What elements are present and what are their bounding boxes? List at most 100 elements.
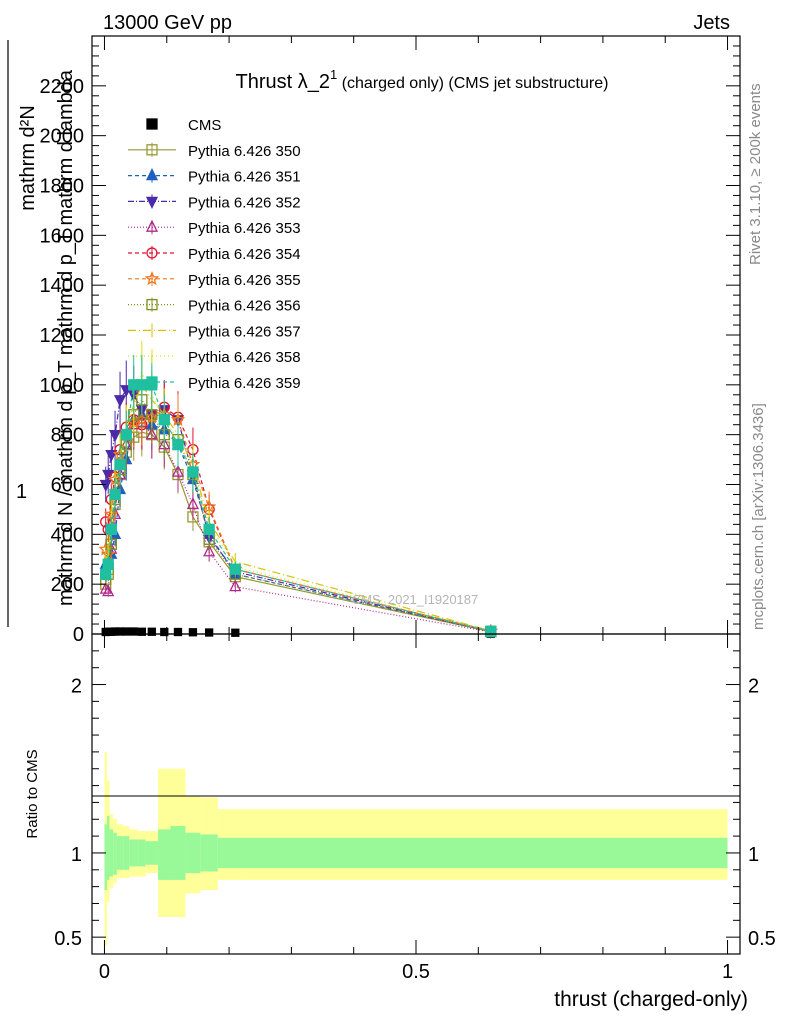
legend-item: Pythia 6.426 354	[128, 246, 301, 263]
legend-marker	[145, 196, 159, 209]
y-label-one: 1	[16, 481, 27, 503]
ratio-tick-label-right: 1	[748, 844, 759, 866]
y-label-top: mathrm d²N	[17, 105, 39, 211]
y-tick-label: 2000	[40, 126, 85, 148]
data-point	[109, 430, 122, 443]
chart-title-suffix: (charged only) (CMS jet substructure)	[337, 75, 608, 92]
ratio-band-inner	[217, 837, 247, 869]
chart-title: Thrust λ_21 (charged only) (CMS jet subs…	[236, 67, 609, 93]
ratio-tick-label: 2	[71, 676, 82, 698]
data-point	[186, 496, 199, 510]
main-y-axis: 0 200 400 600 800 1000 1200 1400 1600 1800 2000 220…	[40, 45, 740, 646]
data-point	[109, 488, 121, 501]
ratio-plot-frame	[91, 633, 741, 955]
data-point	[173, 627, 183, 637]
ratio-tick-label-right: 2	[748, 676, 759, 698]
x-tick-label: 0	[99, 961, 110, 983]
legend-item: Pythia 6.426 357	[128, 323, 301, 340]
x-tick-label: 1	[722, 961, 733, 983]
legend-label: CMS	[188, 117, 221, 134]
legend-label: Pythia 6.426 357	[188, 323, 301, 340]
data-point	[229, 563, 241, 575]
legend-item: Pythia 6.426 353	[128, 219, 301, 237]
watermark: CMS_2021_I1920187	[352, 592, 479, 607]
ratio-y-axis: 0.5 0.5 1 1 2 2	[54, 650, 776, 950]
ratio-bands	[104, 751, 728, 946]
legend-marker	[146, 144, 158, 156]
legend-label: Pythia 6.426 355	[188, 272, 301, 289]
legend: CMS Pythia 6.426 350 Pythia 6.426 351 Pythi…	[128, 117, 301, 392]
y-tick-label: 0	[73, 624, 84, 646]
data-point	[102, 558, 114, 570]
ratio-band-inner	[123, 836, 130, 870]
legend-label: Pythia 6.426 350	[188, 143, 301, 160]
ratio-band-inner	[116, 836, 124, 870]
data-point	[485, 625, 497, 637]
legend-item: Pythia 6.426 359	[128, 375, 301, 392]
ratio-band-inner	[106, 815, 110, 880]
y-tick-label: 1000	[40, 375, 85, 397]
ratio-band-inner	[109, 829, 114, 877]
header-right: Jets	[693, 12, 730, 34]
data-point	[99, 479, 112, 492]
y-tick-label: 2200	[40, 76, 85, 98]
ratio-band-inner	[113, 832, 117, 875]
legend-item: Pythia 6.426 355	[128, 271, 301, 289]
legend-item: Pythia 6.426 351	[128, 168, 301, 186]
y-tick-label: 400	[51, 524, 84, 546]
x-tick-label: 0.5	[402, 961, 430, 983]
legend-marker	[145, 219, 159, 232]
legend-marker	[146, 247, 158, 259]
legend-label: Pythia 6.426 354	[188, 246, 301, 263]
ratio-band-inner	[170, 826, 186, 880]
ratio-y-label: Ratio to CMS	[24, 749, 41, 838]
legend-label: Pythia 6.426 359	[188, 375, 301, 392]
data-point	[102, 584, 115, 597]
legend-label: Pythia 6.426 351	[188, 169, 301, 186]
legend-label: Pythia 6.426 358	[188, 349, 301, 366]
data-point	[120, 429, 132, 441]
data-point	[172, 438, 184, 451]
legend-label: Pythia 6.426 352	[188, 194, 301, 211]
data-point	[137, 627, 146, 636]
ratio-band-inner	[185, 832, 201, 874]
mcplots-label: mcplots.cern.ch [arXiv:1306.3436]	[750, 403, 767, 630]
legend-label: Pythia 6.426 353	[188, 220, 301, 237]
legend-item: Pythia 6.426 352	[128, 194, 301, 211]
y-label-bottom: mathrm d N / mathrm d p_T mathrm d p_T m…	[55, 69, 77, 606]
series-0	[101, 627, 495, 638]
header-left: 13000 GeV pp	[103, 12, 232, 34]
legend-marker	[145, 168, 159, 181]
data-point	[136, 379, 148, 391]
data-point	[188, 628, 198, 637]
data-point	[147, 627, 156, 636]
y-tick-label: 1400	[40, 275, 85, 297]
y-tick-label: 1200	[40, 325, 85, 347]
ratio-band-inner	[138, 839, 146, 867]
chart-title-prefix: Thrust λ_2	[236, 71, 330, 93]
chart-title-sup: 1	[330, 67, 337, 82]
data-point	[203, 544, 216, 557]
legend-marker	[144, 271, 160, 286]
main-y-label: mathrm d²N mathrm d N / mathrm d p_T mat…	[17, 69, 77, 606]
data-point	[229, 579, 242, 592]
data-point	[100, 568, 112, 580]
series-line-4	[105, 421, 491, 633]
ratio-band-inner	[145, 841, 159, 865]
data-point	[171, 464, 185, 477]
legend-item: Pythia 6.426 356	[128, 297, 301, 315]
data-point	[231, 628, 240, 637]
y-tick-label: 800	[51, 425, 84, 447]
ratio-band-inner	[104, 824, 107, 890]
y-tick-label: 1800	[40, 176, 85, 198]
x-axis: 0 0.5 1	[99, 36, 733, 983]
ratio-band-inner	[246, 837, 728, 869]
data-point	[105, 523, 117, 535]
ratio-tick-label-right: 0.5	[748, 928, 776, 950]
main-series-group	[98, 340, 499, 639]
ratio-tick-label: 0.5	[54, 928, 82, 950]
ratio-band-inner	[200, 834, 218, 872]
data-point	[113, 395, 127, 408]
data-point	[129, 627, 138, 636]
